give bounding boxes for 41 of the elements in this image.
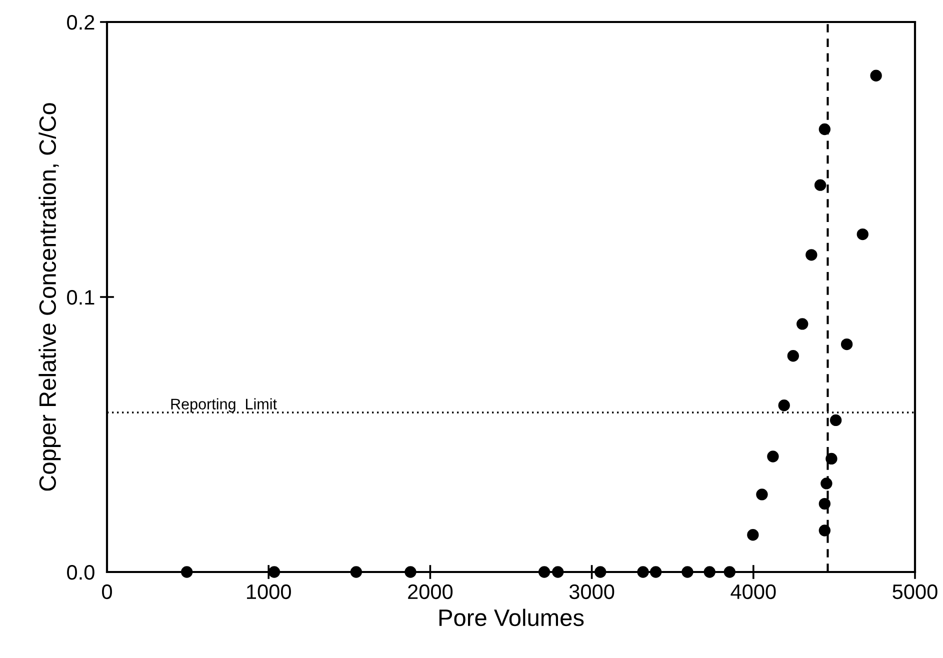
point (870, 70, 882, 82)
point (787, 350, 799, 362)
point (856, 228, 868, 240)
x-tick-label: 1000 (247, 584, 291, 600)
point (747, 529, 759, 541)
x-tick-label: 5000 (892, 584, 938, 600)
point (538, 566, 550, 578)
point (826, 452, 838, 465)
point (818, 524, 831, 536)
point (350, 566, 362, 578)
y-tick-label: 0.1 (67, 290, 94, 305)
point (814, 179, 826, 191)
point (806, 249, 818, 261)
point (268, 566, 280, 578)
point (796, 318, 808, 330)
point (820, 478, 832, 490)
point (594, 566, 606, 578)
point (818, 498, 831, 510)
x-tick-label: 3000 (569, 584, 614, 600)
point (830, 414, 842, 426)
point (778, 400, 790, 412)
point (840, 338, 853, 350)
x-axis-title: Pore Volumes (439, 608, 584, 626)
point (404, 566, 416, 578)
point (756, 488, 768, 500)
point (724, 566, 736, 578)
y-tick-label: 0.0 (67, 565, 94, 580)
ref-line-label: Reporting Limit (171, 398, 277, 412)
point (180, 566, 193, 578)
point (818, 123, 831, 136)
point (682, 566, 694, 578)
point (704, 566, 716, 578)
x-tick-label: 4000 (730, 584, 776, 600)
point (637, 566, 649, 578)
point (552, 566, 564, 578)
x-tick-label: 2000 (408, 584, 453, 600)
x-tick-label: 0 (102, 584, 112, 600)
point (767, 450, 779, 462)
y-tick-label: 0.2 (67, 15, 94, 30)
point (650, 566, 662, 578)
y-axis-title: Copper Relative Concentration, C/Co (38, 103, 61, 491)
